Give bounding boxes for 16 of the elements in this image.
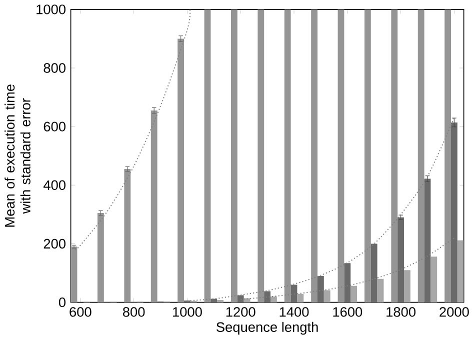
x-tick-label: 600 <box>70 306 92 317</box>
y-tick-label: 400 <box>43 180 66 190</box>
y-tick-label: 1000 <box>36 4 66 14</box>
x-tick-label: 1800 <box>386 306 416 317</box>
x-tick-label: 1000 <box>173 306 202 317</box>
x-tick-label: 2000 <box>440 306 469 317</box>
y-tick-label: 600 <box>44 122 66 132</box>
x-axis-title: Sequence length <box>216 322 318 335</box>
y-tick-label: 800 <box>44 63 66 73</box>
x-tick-label: 800 <box>122 306 145 317</box>
y-tick-label: 0 <box>58 297 66 308</box>
x-tick-label: 1200 <box>226 306 256 317</box>
x-tick-label: 1600 <box>333 306 362 317</box>
x-tick-label: 1400 <box>280 306 309 317</box>
y-axis-title: Mean of execution time with standard error <box>4 84 30 227</box>
y-tick-label: 200 <box>44 238 66 248</box>
